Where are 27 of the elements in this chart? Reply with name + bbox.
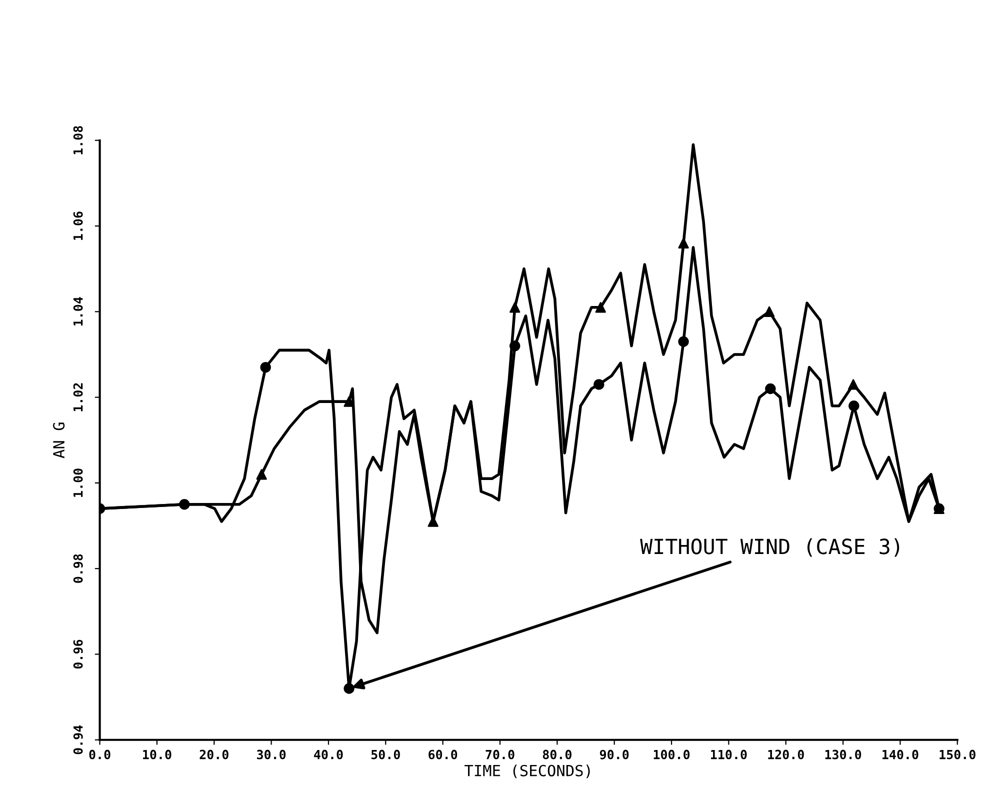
y-tick-label: 1.02 <box>73 383 83 412</box>
y-tick-label: 1.08 <box>73 126 83 154</box>
x-tick-label: 30.0 <box>257 750 286 760</box>
y-axis-title: AN G <box>53 422 65 458</box>
x-tick-label: 50.0 <box>371 750 400 760</box>
x-tick-label: 40.0 <box>314 750 343 760</box>
y-tick-label: 1.04 <box>73 297 83 326</box>
y-tick-label: 0.98 <box>73 554 83 583</box>
x-tick-label: 120.0 <box>768 750 804 760</box>
y-tick-label: 0.94 <box>73 725 83 754</box>
x-tick-label: 90.0 <box>600 750 629 760</box>
x-tick-label: 60.0 <box>428 750 458 760</box>
y-tick-label: 1.00 <box>73 468 83 497</box>
x-tick-label: 150.0 <box>940 750 976 760</box>
x-tick-label: 70.0 <box>486 750 514 760</box>
x-axis-title: TIME (SECONDS) <box>464 764 590 778</box>
x-tick-label: 130.0 <box>825 750 862 760</box>
x-tick-label: 0.0 <box>89 750 110 760</box>
y-tick-label: 1.06 <box>73 212 83 240</box>
x-tick-label: 110.0 <box>711 750 747 760</box>
y-tick-label: 0.96 <box>73 640 83 669</box>
x-tick-label: 80.0 <box>542 750 572 760</box>
x-tick-label: 140.0 <box>882 750 918 760</box>
x-tick-label: 20.0 <box>200 750 228 760</box>
annotation: WITHOUT WIND (CASE 3) <box>640 538 900 557</box>
x-tick-label: 100.0 <box>654 750 690 760</box>
x-tick-label: 10.0 <box>143 750 172 760</box>
